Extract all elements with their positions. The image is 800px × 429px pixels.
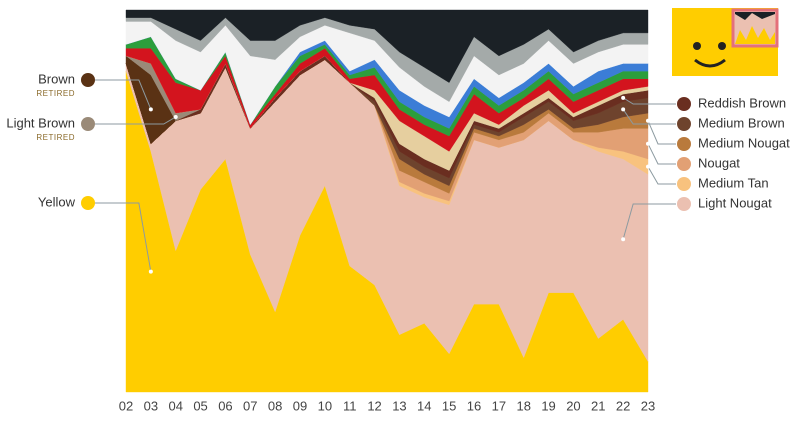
x-tick-label: 07 <box>243 398 257 413</box>
x-tick-label: 15 <box>442 398 456 413</box>
x-tick-label: 02 <box>119 398 133 413</box>
series-note: RETIRED <box>36 89 75 98</box>
plot-area <box>125 9 649 393</box>
series-label: Reddish Brown <box>698 95 786 110</box>
series-label: Yellow <box>38 194 76 209</box>
leader-line <box>647 166 676 185</box>
leader-line <box>622 97 676 105</box>
area <box>125 9 649 83</box>
leader-point <box>621 237 626 242</box>
x-tick-label: 05 <box>193 398 207 413</box>
series-label: Light Nougat <box>698 195 772 210</box>
legend-dot <box>677 177 691 191</box>
x-tick-label: 21 <box>591 398 605 413</box>
x-tick-label: 16 <box>467 398 481 413</box>
legend-dot <box>81 117 95 131</box>
x-tick-label: 14 <box>417 398 431 413</box>
x-tick-label: 22 <box>616 398 630 413</box>
leader-line <box>647 120 676 145</box>
leader-point <box>621 107 626 112</box>
x-tick-label: 03 <box>144 398 158 413</box>
legend-dot <box>677 157 691 171</box>
x-tick-label: 06 <box>218 398 232 413</box>
series-label: Brown <box>38 71 75 86</box>
legend-dot <box>677 137 691 151</box>
series-label: Nougat <box>698 155 740 170</box>
leader-point <box>646 141 650 146</box>
legend-dot <box>677 117 691 131</box>
leader-point <box>646 164 650 169</box>
annotations: Yellow Light Nougat Medium Tan Nougat Medium… <box>6 71 790 274</box>
leader-line <box>95 116 176 125</box>
x-tick-label: 18 <box>516 398 530 413</box>
x-tick-label: 08 <box>268 398 282 413</box>
x-tick-label: 19 <box>541 398 555 413</box>
x-tick-label: 23 <box>641 398 655 413</box>
x-tick-label: 17 <box>492 398 506 413</box>
leader-point <box>621 95 626 100</box>
leader-line <box>622 109 676 125</box>
legend-dot <box>81 196 95 210</box>
leader-point <box>173 114 178 119</box>
series-note: RETIRED <box>36 133 75 142</box>
leader-line <box>647 143 676 165</box>
series-label: Medium Brown <box>698 115 785 130</box>
legend-dot <box>677 197 691 211</box>
thumbnail <box>672 8 779 76</box>
x-tick-label: 04 <box>168 398 182 413</box>
x-tick-label: 20 <box>566 398 580 413</box>
legend-dot <box>677 97 691 111</box>
leader-point <box>148 269 153 274</box>
legend-dot <box>81 73 95 87</box>
leader-point <box>646 118 650 123</box>
x-tick-label: 13 <box>392 398 406 413</box>
leader-line <box>622 203 676 240</box>
series-label: Medium Nougat <box>698 135 790 150</box>
x-tick-label: 11 <box>343 398 357 413</box>
leader-point <box>148 107 153 112</box>
leader-line <box>95 79 152 110</box>
x-tick-label: 10 <box>318 398 332 413</box>
series-label: Light Brown <box>6 115 75 130</box>
x-tick-label: 09 <box>293 398 307 413</box>
leader-line <box>95 202 152 272</box>
x-tick-label: 12 <box>367 398 381 413</box>
series-label: Medium Tan <box>698 175 769 190</box>
